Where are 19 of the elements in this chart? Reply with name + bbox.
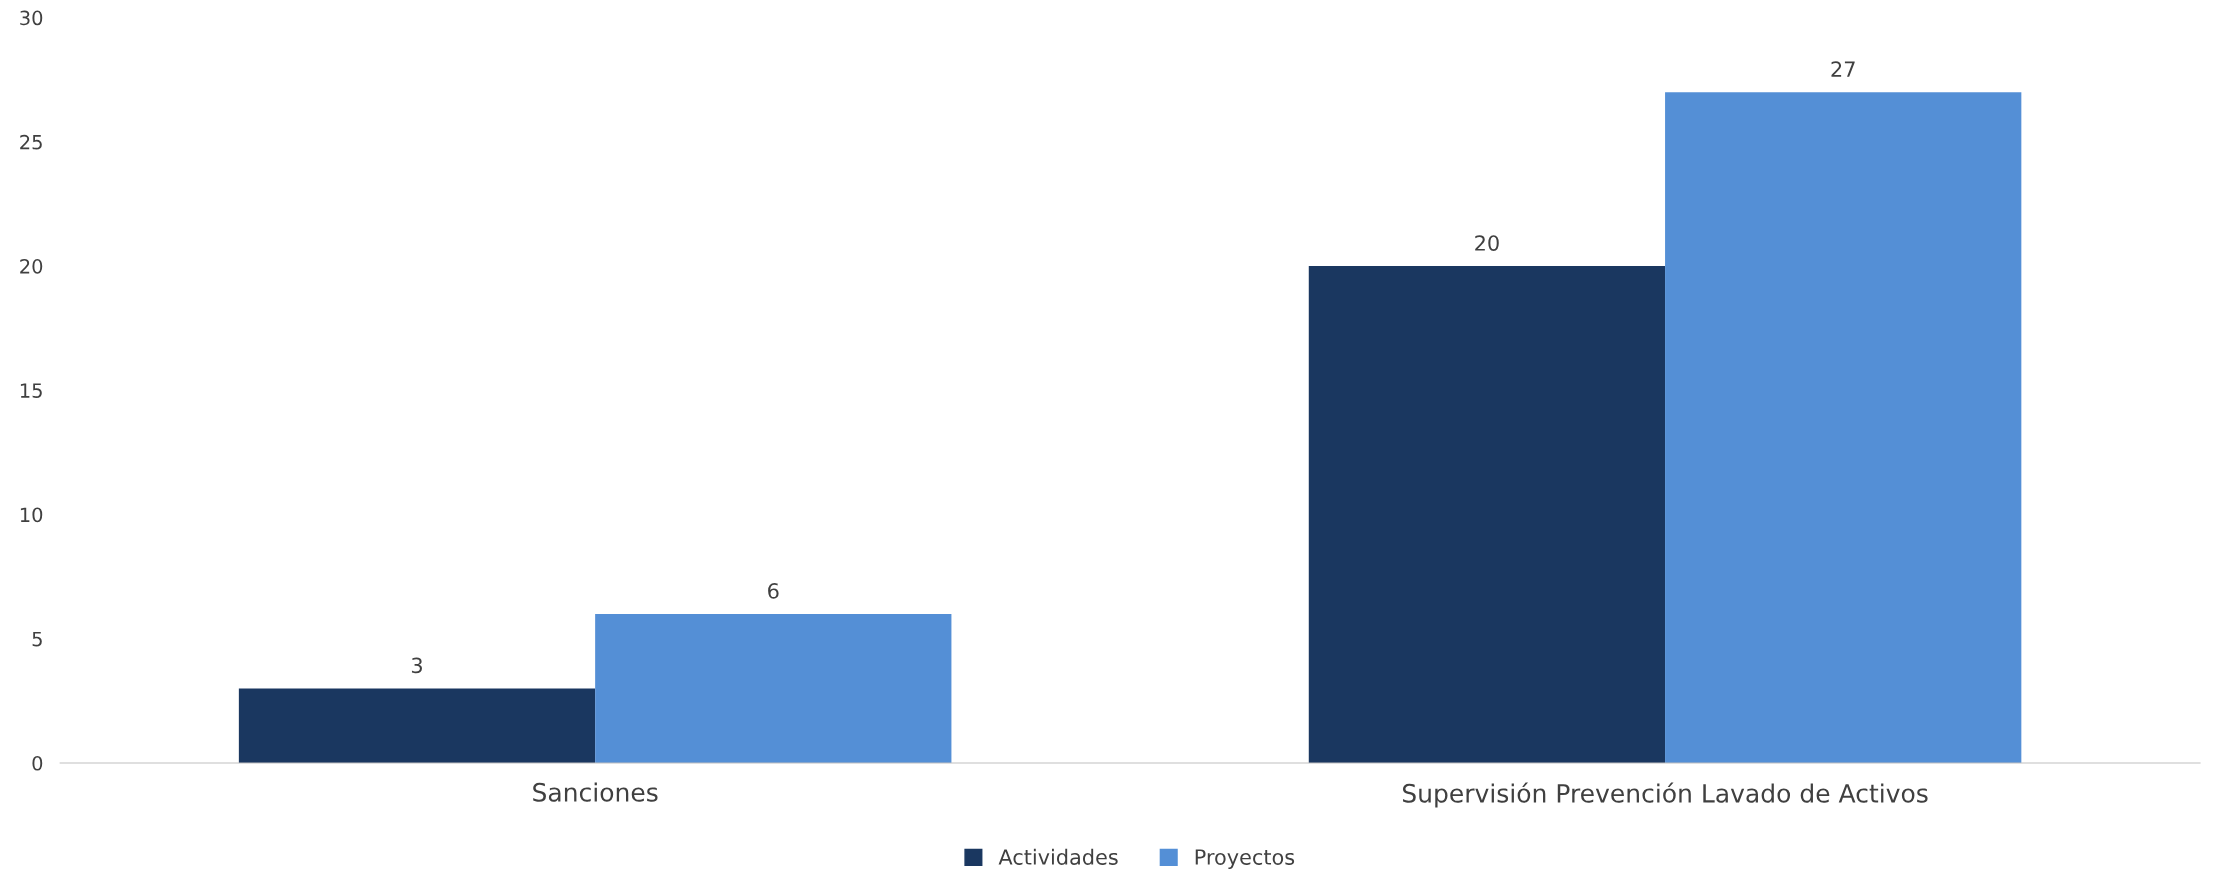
- x-tick-label: Sanciones: [533, 782, 658, 802]
- y-tick-label: 25: [20, 134, 42, 150]
- data-label: 27: [1831, 61, 1855, 77]
- data-label: 3: [411, 657, 422, 674]
- y-tick-label: 10: [20, 507, 43, 523]
- data-label: 20: [1475, 235, 1499, 251]
- bar: [595, 613, 952, 763]
- bar: [238, 688, 596, 763]
- data-label: 6: [768, 582, 779, 599]
- y-tick-label: 15: [20, 383, 42, 398]
- bar: [1665, 92, 2022, 763]
- y-tick-label: 0: [32, 755, 43, 771]
- y-tick-label: 5: [32, 631, 42, 647]
- legend-label: Actividades: [998, 848, 1118, 865]
- bar: [1308, 266, 1666, 763]
- y-tick-label: 20: [20, 259, 43, 274]
- legend-label: Proyectos: [1195, 849, 1295, 869]
- y-tick-label: 30: [20, 10, 43, 26]
- x-tick-label: Supervisión Prevención Lavado de Activos: [1402, 782, 1928, 808]
